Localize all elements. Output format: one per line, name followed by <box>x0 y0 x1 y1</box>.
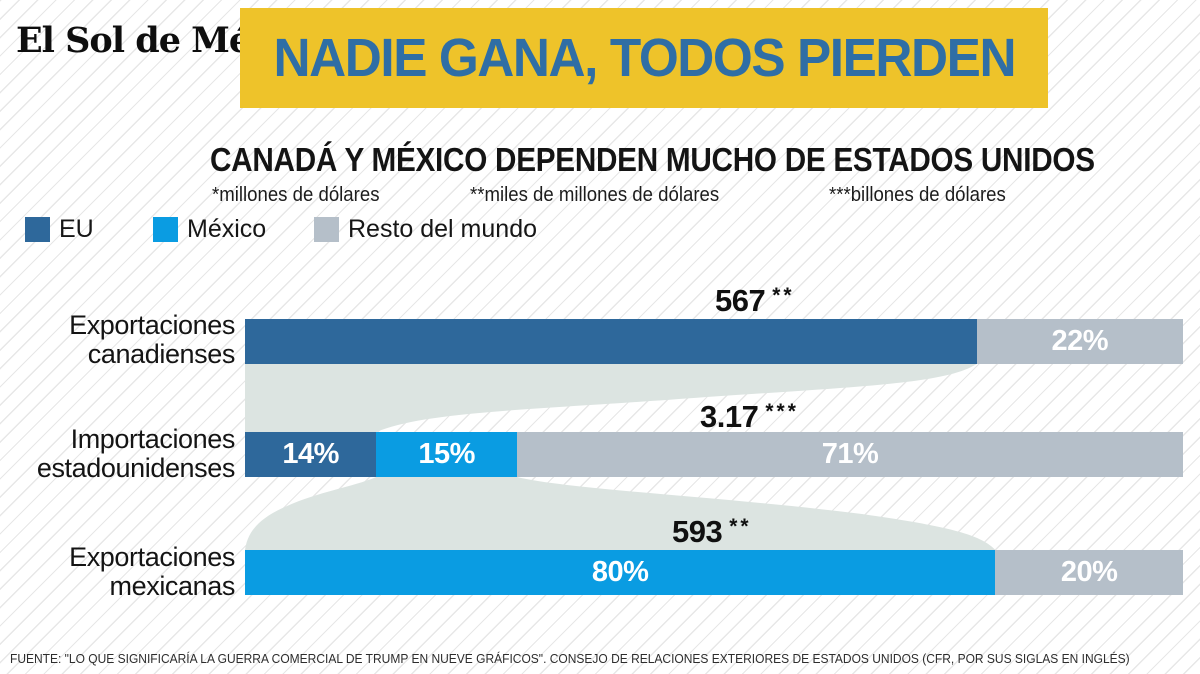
bar-segment-resto-del-mundo: 71% <box>517 432 1183 477</box>
total-label-row-1: 567 ** <box>715 283 795 319</box>
category-label-importaciones-estadounidenses: Importaciones estadounidenses <box>36 424 236 483</box>
bar-segment-méxico: 80% <box>245 550 996 595</box>
bar-segment-eu: 14% <box>245 432 377 477</box>
legend-label-mexico: México <box>187 215 267 243</box>
flow-us-imports-to-mexico-exports <box>245 477 996 550</box>
page-title: NADIE GANA, TODOS PIERDEN <box>273 28 1016 88</box>
bar-segment-méxico: 15% <box>376 432 517 477</box>
flow-canada-to-us-imports <box>245 364 977 432</box>
bar-exportaciones-mexicanas: 80% 20% <box>245 550 1183 595</box>
source-credit: FUENTE: "LO QUE SIGNIFICARÍA LA GUERRA C… <box>10 652 1130 666</box>
banner: NADIE GANA, TODOS PIERDEN <box>240 8 1048 108</box>
bar-segment-resto-del-mundo: 22% <box>976 319 1183 364</box>
chart-subtitle: CANADÁ Y MÉXICO DEPENDEN MUCHO DE ESTADO… <box>210 141 1095 178</box>
footnote-miles-de-millones: **miles de millones de dólares <box>470 184 720 206</box>
footnote-billones: ***billones de dólares <box>829 184 1006 206</box>
bar-importaciones-estadounidenses: 14% 15% 71% <box>245 432 1183 477</box>
total-value: 567 <box>715 283 766 318</box>
total-label-row-3: 593 ** <box>672 514 752 550</box>
total-value: 3.17 <box>700 399 759 434</box>
bar-exportaciones-canadienses: 22% <box>245 319 1183 364</box>
legend-swatch-mexico <box>153 217 178 242</box>
total-value: 593 <box>672 514 723 549</box>
total-label-row-2: 3.17 *** <box>700 399 799 435</box>
legend-item-eu: EU <box>25 215 94 244</box>
legend-swatch-eu <box>25 217 50 242</box>
legend-label-resto: Resto del mundo <box>348 215 538 243</box>
legend-item-mexico: México <box>153 215 266 244</box>
legend-item-resto: Resto del mundo <box>314 215 537 244</box>
unit-asterisks: *** <box>765 400 799 423</box>
footnote-millones: *millones de dólares <box>212 184 380 206</box>
legend-swatch-resto <box>314 217 339 242</box>
category-label-exportaciones-mexicanas: Exportaciones mexicanas <box>69 542 235 601</box>
legend-label-eu: EU <box>59 215 94 243</box>
bar-segment-resto-del-mundo: 20% <box>995 550 1183 595</box>
category-label-exportaciones-canadienses: Exportaciones canadienses <box>69 310 235 369</box>
unit-asterisks: ** <box>772 284 795 307</box>
bar-segment-eu <box>245 319 977 364</box>
unit-asterisks: ** <box>729 515 752 538</box>
